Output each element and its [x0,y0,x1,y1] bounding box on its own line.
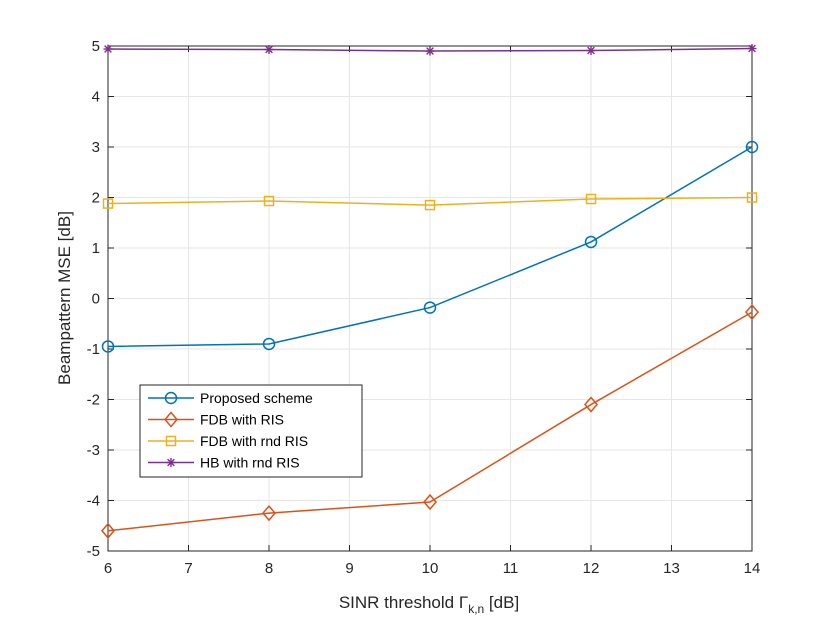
y-tick-label: -4 [87,493,100,510]
y-axis-label: Beampattern MSE [dB] [55,211,74,385]
legend-entry-1: FDB with RIS [148,411,284,428]
series-2-point-1 [263,195,275,207]
series-0-point-3 [584,235,598,249]
y-tick-label: 0 [92,291,100,308]
series-2-point-3 [585,193,597,205]
legend-marker-1 [164,411,178,428]
series-3-point-2 [425,46,435,56]
asterisk-stroke [104,45,112,53]
series-0-point-1 [262,337,276,351]
x-tick-label: 9 [345,560,353,577]
x-axis-label-suffix: [dB] [484,593,519,612]
y-tick-label: -5 [87,543,100,560]
legend: Proposed scheme FDB with RIS FDB with rnd … [139,384,363,478]
y-tick-label: 5 [92,38,100,55]
series-0-point-4 [745,140,759,154]
x-axis-label: SINR threshold Γk,n [dB] [339,593,519,616]
series-1-point-3 [584,396,598,413]
asterisk-stroke [748,44,756,53]
legend-label-3: HB with rnd RIS [200,455,300,471]
y-tick-label: -2 [87,392,100,409]
series-3-point-0 [103,44,113,54]
series-1 [101,303,759,539]
x-tick-label: 13 [663,560,680,577]
legend-marker-3 [166,458,176,467]
series-0-point-0 [101,340,115,353]
y-tick-label: 4 [92,89,100,106]
series-1-point-4 [745,303,759,321]
x-tick-label: 8 [265,560,273,577]
asterisk-stroke [426,47,434,55]
x-axis-label-subscript: k,n [468,602,484,616]
legend-box [139,384,363,478]
legend-entry-3: HB with rnd RIS [148,455,300,471]
legend-entry-0: Proposed scheme [148,390,313,406]
legend-marker-2 [165,435,177,447]
series-1-point-0 [101,522,115,539]
y-tick-label: -3 [87,442,100,459]
axes-box [107,45,753,552]
y-tick-label: 2 [92,190,100,207]
series-1-point-1 [262,504,276,522]
series-1-point-2 [423,493,437,511]
series-layer [101,44,759,539]
asterisk-stroke [167,458,175,467]
x-tick-label: 11 [503,560,519,577]
series-line-2 [107,196,753,206]
x-tick-label: 7 [184,560,192,577]
legend-label-1: FDB with RIS [200,412,284,428]
grid-lines [107,45,753,552]
series-3-point-4 [747,44,757,54]
asterisk-stroke [265,45,273,54]
y-tick-label: 3 [92,139,100,156]
asterisk-stroke [587,46,595,55]
x-tick-label: 12 [583,560,600,577]
y-tick-label: -1 [87,341,100,358]
series-0-point-2 [423,301,437,314]
x-tick-label: 6 [104,560,112,577]
series-0 [101,140,759,353]
series-2-point-4 [746,192,758,203]
x-tick-label: 14 [744,560,761,577]
legend-marker-0 [164,391,178,405]
series-3 [103,44,757,56]
y-tick-label: 1 [92,240,100,257]
series-line-1 [107,311,753,532]
series-3-point-1 [264,45,274,55]
series-line-0 [107,146,753,348]
series-2-point-0 [102,198,114,209]
legend-label-0: Proposed scheme [200,390,313,406]
series-2 [102,192,758,211]
x-tick-label: 10 [422,560,439,577]
x-axis-label-prefix: SINR threshold [339,593,459,612]
legend-entry-2: FDB with rnd RIS [148,433,308,449]
series-2-point-2 [424,199,436,211]
series-3-point-3 [586,46,596,56]
x-axis-label-symbol: Γ [459,593,468,612]
legend-label-2: FDB with rnd RIS [200,433,308,449]
